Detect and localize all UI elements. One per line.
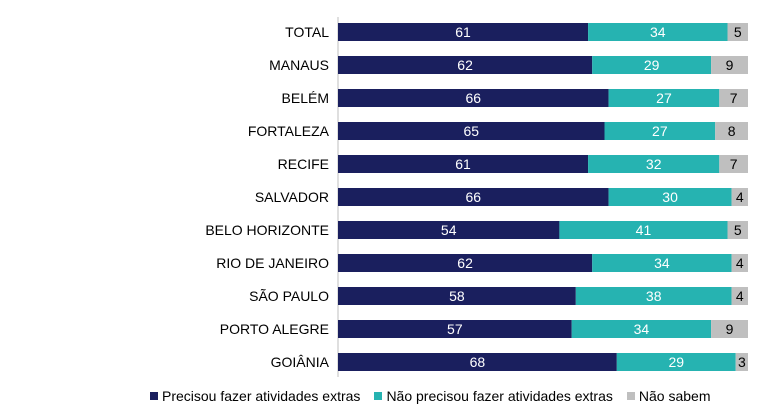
category-labels: TOTAL MANAUS BELÉM FORTALEZA RECIFE SALVADOR B… <box>205 24 329 370</box>
bar-segment <box>338 89 609 107</box>
bar-segment <box>731 254 748 272</box>
category-label: BELÉM <box>282 90 329 106</box>
category-label: TOTAL <box>285 24 329 40</box>
bar-segment <box>338 254 593 272</box>
bar-segment <box>338 122 605 140</box>
bar-segment <box>575 287 732 305</box>
value-label: 32 <box>646 156 662 172</box>
value-label: 58 <box>449 288 465 304</box>
value-label: 5 <box>734 222 742 238</box>
legend-label-nao-precisou: Não precisou fazer atividades extras <box>386 388 613 404</box>
legend-label-precisou: Precisou fazer atividades extras <box>162 388 361 404</box>
value-label: 34 <box>654 255 670 271</box>
value-label: 66 <box>466 189 482 205</box>
legend-swatch-precisou <box>150 392 158 400</box>
value-label: 4 <box>736 255 744 271</box>
bar-segment <box>338 23 589 41</box>
bar-segment <box>571 320 712 338</box>
value-label: 62 <box>457 57 473 73</box>
category-label: RIO DE JANEIRO <box>216 255 329 271</box>
bar-segments <box>338 23 748 371</box>
legend-swatch-nao-precisou <box>374 392 383 400</box>
value-label: 54 <box>441 222 457 238</box>
value-label: 8 <box>728 123 736 139</box>
bar-segment <box>616 353 736 371</box>
value-label: 9 <box>726 321 734 337</box>
value-label: 4 <box>736 189 744 205</box>
bar-segment <box>592 56 712 74</box>
value-label: 29 <box>644 57 660 73</box>
legend-item-precisou: Precisou fazer atividades extras <box>150 388 360 404</box>
bar-segment <box>604 122 716 140</box>
bar-segment <box>608 89 720 107</box>
value-label: 7 <box>730 156 738 172</box>
bar-segment <box>727 221 748 239</box>
value-label: 30 <box>662 189 678 205</box>
value-label: 5 <box>734 24 742 40</box>
value-label: 61 <box>455 24 471 40</box>
value-label: 3 <box>738 354 746 370</box>
bar-segment <box>559 221 728 239</box>
value-label: 38 <box>646 288 662 304</box>
value-label: 66 <box>466 90 482 106</box>
bar-segment <box>338 188 609 206</box>
bar-segment <box>727 23 748 41</box>
bar-segment <box>608 188 732 206</box>
bar-segment <box>338 56 593 74</box>
value-label: 62 <box>457 255 473 271</box>
category-label: SÃO PAULO <box>249 288 329 304</box>
bar-segment <box>588 155 720 173</box>
value-label: 61 <box>455 156 471 172</box>
category-label: BELO HORIZONTE <box>205 222 329 238</box>
value-label: 9 <box>726 57 734 73</box>
bar-segment <box>338 287 576 305</box>
bar-segment <box>338 155 589 173</box>
value-label: 57 <box>447 321 463 337</box>
bar-segment <box>715 122 748 140</box>
value-label: 41 <box>636 222 652 238</box>
value-label: 27 <box>652 123 668 139</box>
stacked-bar-chart: TOTAL MANAUS BELÉM FORTALEZA RECIFE SALVADOR B… <box>205 17 748 377</box>
bar-segment <box>711 56 748 74</box>
value-label: 34 <box>650 24 666 40</box>
legend-item-nao-precisou: Não precisou fazer atividades extras <box>374 388 613 404</box>
category-label: RECIFE <box>278 156 329 172</box>
bar-segment <box>735 353 748 371</box>
category-label: FORTALEZA <box>248 123 330 139</box>
value-label: 65 <box>463 123 479 139</box>
value-label: 68 <box>470 354 486 370</box>
category-label: SALVADOR <box>255 189 329 205</box>
legend-swatch-nao-sabem <box>626 392 635 400</box>
category-label: MANAUS <box>269 57 329 73</box>
value-label: 29 <box>668 354 684 370</box>
legend-label-nao-sabem: Não sabem <box>638 388 711 404</box>
bar-segment <box>338 221 560 239</box>
value-label: 27 <box>656 90 672 106</box>
bar-segment <box>719 155 748 173</box>
value-label: 4 <box>736 288 744 304</box>
category-label: PORTO ALEGRE <box>220 321 329 337</box>
value-labels: 61 34 562 29 966 27 765 27 861 32 766 30 454 41 562 34 4… <box>441 24 746 370</box>
value-label: 34 <box>634 321 650 337</box>
legend: Precisou fazer atividades extras Não pre… <box>150 386 724 406</box>
bar-segment <box>588 23 728 41</box>
bar-segment <box>731 188 748 206</box>
category-label: GOIÂNIA <box>271 354 330 370</box>
bar-segment <box>711 320 748 338</box>
bar-segment <box>592 254 732 272</box>
legend-item-nao-sabem: Não sabem <box>626 388 711 404</box>
bar-segment <box>338 320 572 338</box>
bar-segment <box>719 89 748 107</box>
bar-segment <box>338 353 617 371</box>
bar-segment <box>731 287 748 305</box>
value-label: 7 <box>730 90 738 106</box>
